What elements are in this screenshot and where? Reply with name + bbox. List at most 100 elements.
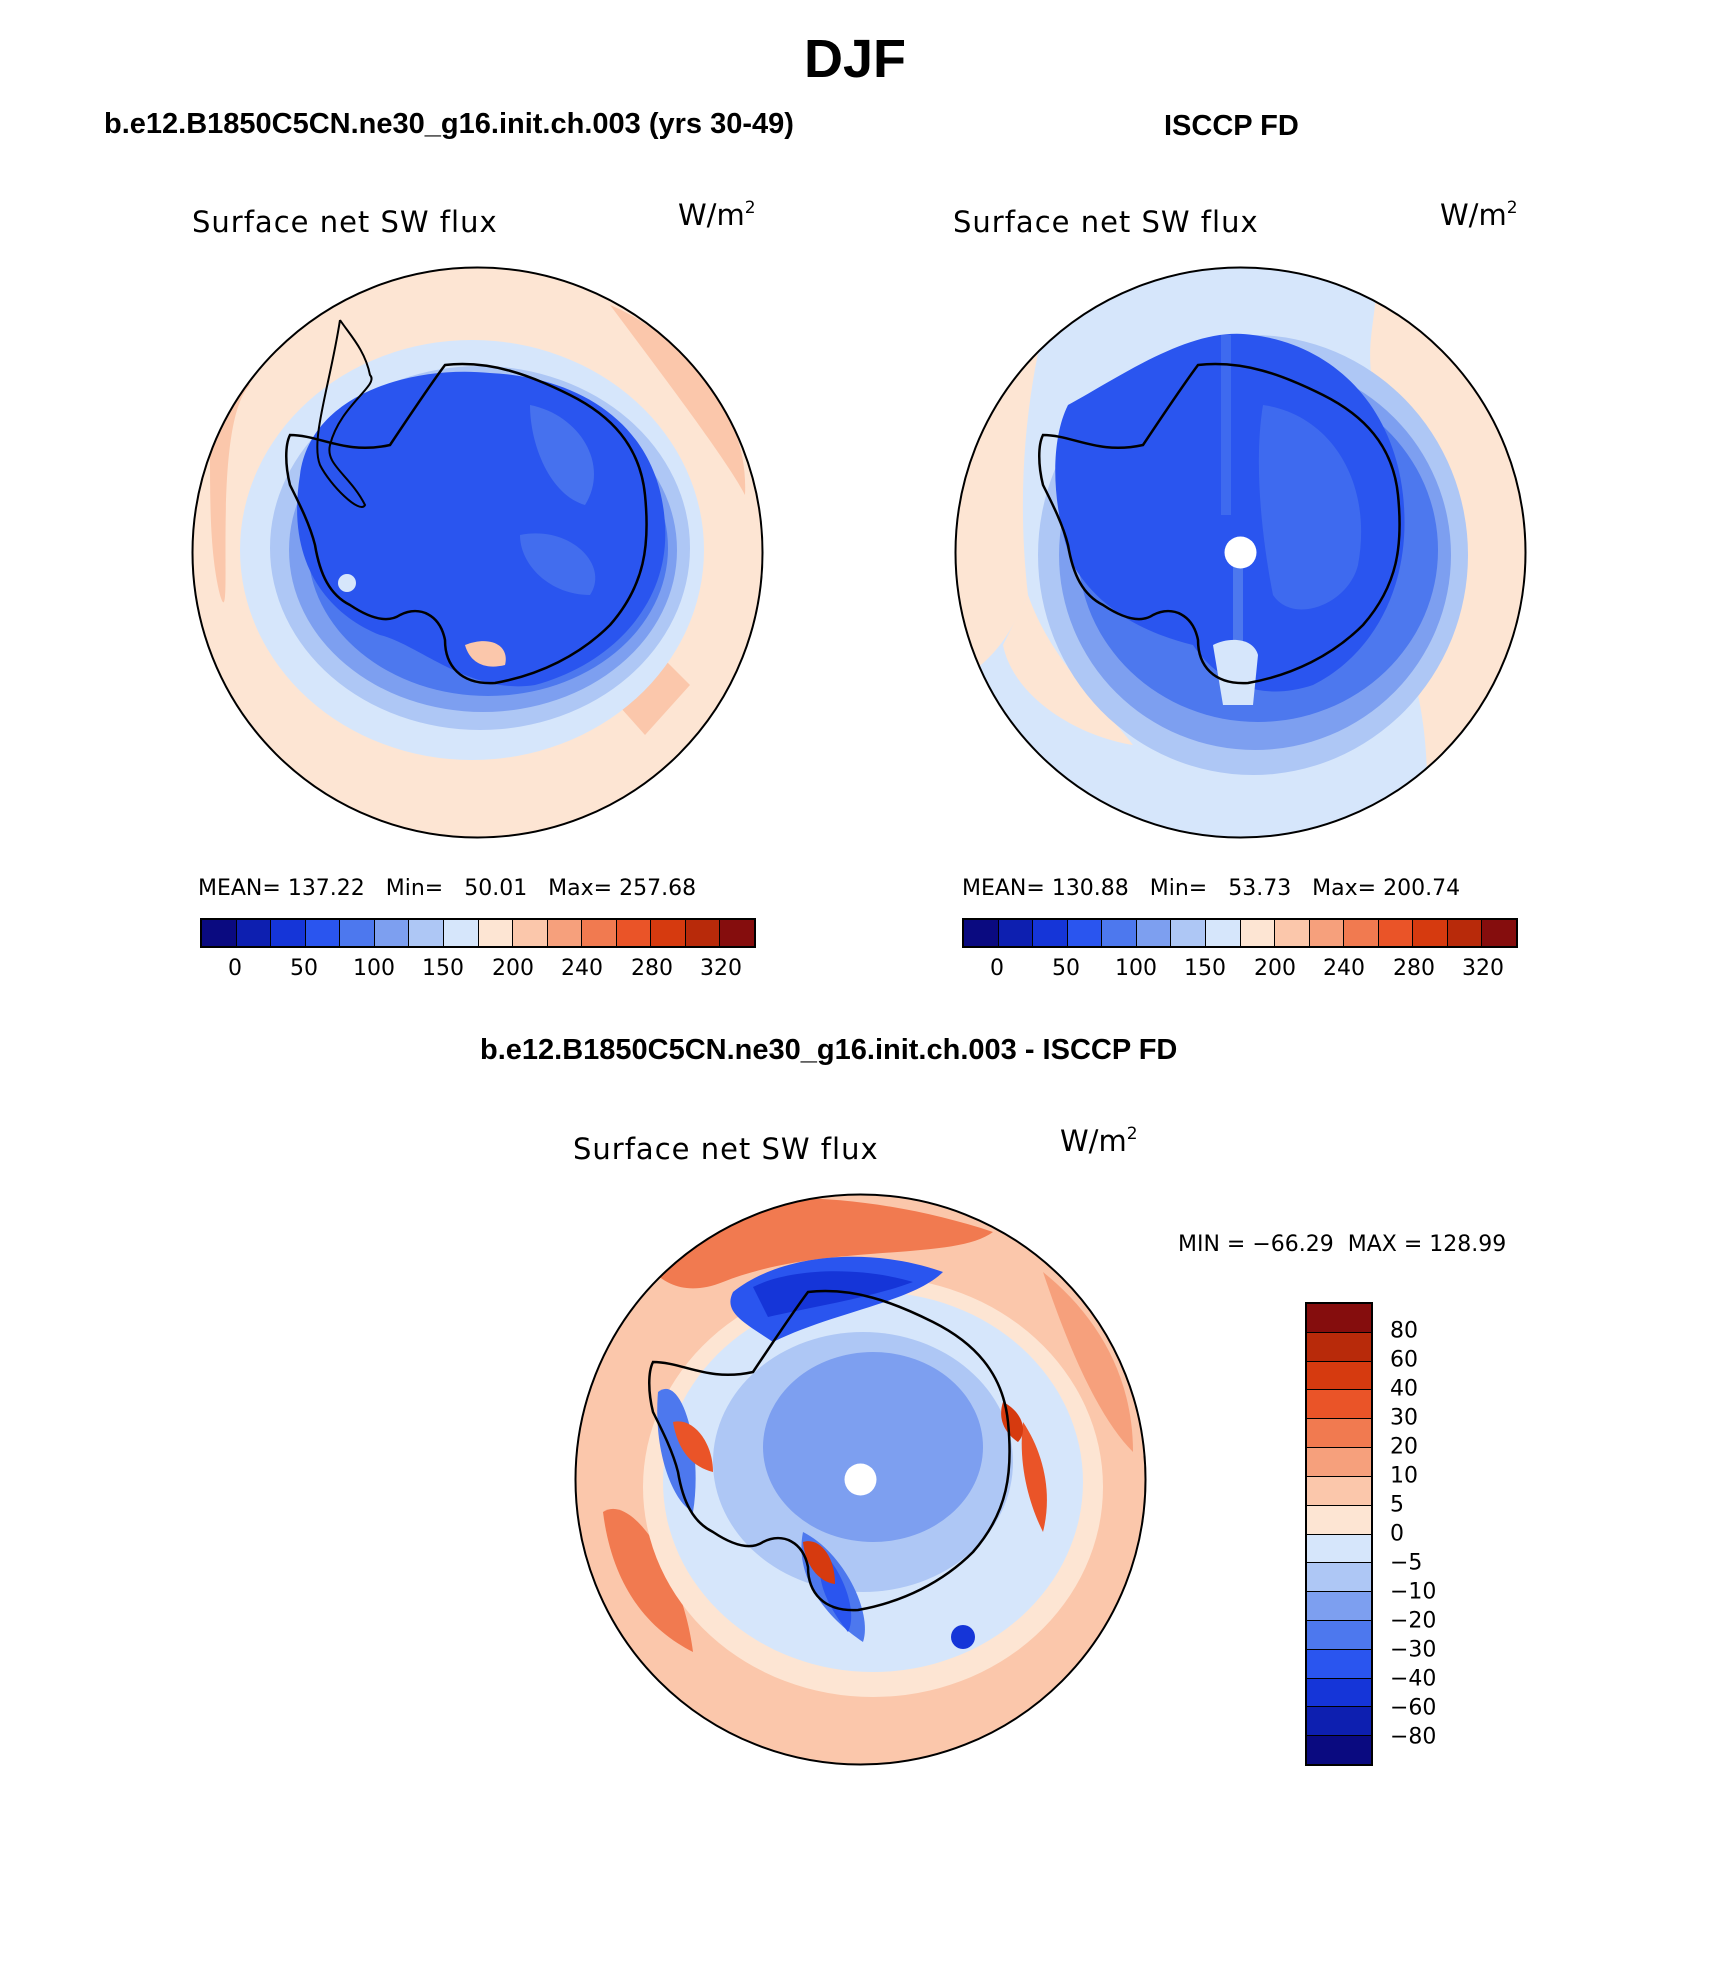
colorbar-tick-label: 320 — [1462, 956, 1504, 981]
colorbar-tick-label: 100 — [353, 956, 395, 981]
colorbar-tick-label: 50 — [1052, 956, 1080, 981]
panel-diff-colorbar-ticks: −80 −60 −40 −30 −20 −10 −5 0 5 10 20 30 … — [1390, 1302, 1490, 1766]
colorbar-swatch — [547, 920, 583, 946]
panel-obs-colorbar — [962, 918, 1518, 948]
colorbar-swatch — [964, 920, 999, 946]
colorbar-tick-label: 50 — [290, 956, 318, 981]
pole-mask — [844, 1463, 877, 1496]
panel-diff-heading: b.e12.B1850C5CN.ne30_g16.init.ch.003 - I… — [480, 1034, 1178, 1066]
colorbar-swatch — [1307, 1735, 1371, 1764]
colorbar-swatch — [1136, 920, 1172, 946]
panel-model-polar-map — [191, 266, 764, 839]
colorbar-swatch — [1307, 1619, 1371, 1649]
colorbar-tick-label: 200 — [492, 956, 534, 981]
panel-model-heading: b.e12.B1850C5CN.ne30_g16.init.ch.003 (yr… — [104, 108, 794, 140]
colorbar-tick-label: 40 — [1390, 1376, 1418, 1402]
page-title: DJF — [803, 29, 906, 89]
panel-model-units: W/m2 — [678, 198, 756, 232]
colorbar-swatch — [1102, 920, 1137, 946]
colorbar-swatch — [1378, 920, 1414, 946]
colorbar-swatch — [1307, 1475, 1371, 1505]
colorbar-tick-label: 20 — [1390, 1434, 1418, 1460]
colorbar-swatch — [1307, 1389, 1371, 1419]
panel-model-variable-label: Surface net SW flux — [192, 205, 498, 239]
panel-diff-colorbar — [1305, 1302, 1373, 1766]
colorbar-tick-label: 320 — [700, 956, 742, 981]
colorbar-swatch — [1307, 1447, 1371, 1476]
colorbar-swatch — [1307, 1648, 1371, 1678]
colorbar-swatch — [478, 920, 514, 946]
colorbar-swatch — [236, 920, 272, 946]
colorbar-swatch — [1307, 1331, 1371, 1361]
colorbar-tick-label: 80 — [1390, 1318, 1418, 1344]
colorbar-tick-label: 200 — [1254, 956, 1296, 981]
panel-obs-units: W/m2 — [1440, 198, 1518, 232]
colorbar-tick-label: 280 — [631, 956, 673, 981]
panel-diff-variable-label: Surface net SW flux — [573, 1132, 879, 1166]
panel-obs-colorbar-ticks: 0 50 100 150 200 240 280 320 — [962, 956, 1518, 986]
colorbar-swatch — [1307, 1360, 1371, 1390]
colorbar-tick-label: 240 — [561, 956, 603, 981]
colorbar-swatch — [1307, 1504, 1371, 1534]
colorbar-tick-label: 10 — [1390, 1463, 1418, 1489]
panel-diff-units: W/m2 — [1060, 1124, 1138, 1158]
colorbar-swatch — [271, 920, 306, 946]
colorbar-swatch — [1307, 1562, 1371, 1592]
colorbar-tick-label: 280 — [1393, 956, 1435, 981]
panel-obs-polar-map — [954, 266, 1527, 839]
colorbar-tick-label: 0 — [228, 956, 242, 981]
panel-model-colorbar — [200, 918, 756, 948]
colorbar-swatch — [1307, 1304, 1371, 1332]
panel-model-colorbar-ticks: 0 50 100 150 200 240 280 320 — [200, 956, 756, 986]
colorbar-tick-label: −60 — [1390, 1695, 1437, 1721]
colorbar-tick-label: −30 — [1390, 1637, 1437, 1663]
panel-diff-polar-map — [574, 1193, 1147, 1766]
colorbar-swatch — [1307, 1677, 1371, 1707]
colorbar-swatch — [685, 920, 721, 946]
colorbar-swatch — [513, 920, 548, 946]
colorbar-swatch — [1171, 920, 1206, 946]
colorbar-swatch — [720, 920, 754, 946]
colorbar-tick-label: −10 — [1390, 1579, 1437, 1605]
colorbar-swatch — [616, 920, 652, 946]
colorbar-swatch — [1067, 920, 1103, 946]
colorbar-swatch — [409, 920, 444, 946]
colorbar-swatch — [1482, 920, 1516, 946]
colorbar-swatch — [998, 920, 1034, 946]
colorbar-swatch — [305, 920, 341, 946]
colorbar-tick-label: 100 — [1115, 956, 1157, 981]
colorbar-swatch — [1447, 920, 1483, 946]
colorbar-swatch — [1413, 920, 1448, 946]
colorbar-tick-label: 30 — [1390, 1405, 1418, 1431]
colorbar-swatch — [1307, 1533, 1371, 1563]
colorbar-swatch — [1275, 920, 1310, 946]
colorbar-tick-label: −80 — [1390, 1724, 1437, 1750]
colorbar-swatch — [1240, 920, 1276, 946]
colorbar-tick-label: −5 — [1390, 1550, 1423, 1576]
colorbar-swatch — [651, 920, 686, 946]
panel-model-stats: MEAN= 137.22 Min= 50.01 Max= 257.68 — [198, 876, 697, 901]
panel-diff-stats: MIN = −66.29 MAX = 128.99 — [1178, 1232, 1507, 1257]
colorbar-swatch — [1307, 1418, 1371, 1448]
colorbar-tick-label: 5 — [1390, 1492, 1404, 1518]
panel-obs-variable-label: Surface net SW flux — [953, 205, 1259, 239]
colorbar-tick-label: 150 — [422, 956, 464, 981]
colorbar-swatch — [1205, 920, 1241, 946]
colorbar-swatch — [1344, 920, 1379, 946]
colorbar-swatch — [340, 920, 375, 946]
panel-obs-stats: MEAN= 130.88 Min= 53.73 Max= 200.74 — [962, 876, 1461, 901]
colorbar-swatch — [202, 920, 237, 946]
colorbar-swatch — [582, 920, 617, 946]
colorbar-tick-label: 60 — [1390, 1347, 1418, 1373]
colorbar-tick-label: −40 — [1390, 1666, 1437, 1692]
colorbar-tick-label: 0 — [1390, 1521, 1404, 1547]
colorbar-swatch — [1307, 1591, 1371, 1620]
colorbar-tick-label: 240 — [1323, 956, 1365, 981]
colorbar-tick-label: 150 — [1184, 956, 1226, 981]
colorbar-tick-label: −20 — [1390, 1608, 1437, 1634]
colorbar-tick-label: 0 — [990, 956, 1004, 981]
colorbar-swatch — [1309, 920, 1345, 946]
pole-mask — [1224, 536, 1257, 569]
panel-obs-heading: ISCCP FD — [1164, 110, 1299, 142]
colorbar-swatch — [1033, 920, 1068, 946]
